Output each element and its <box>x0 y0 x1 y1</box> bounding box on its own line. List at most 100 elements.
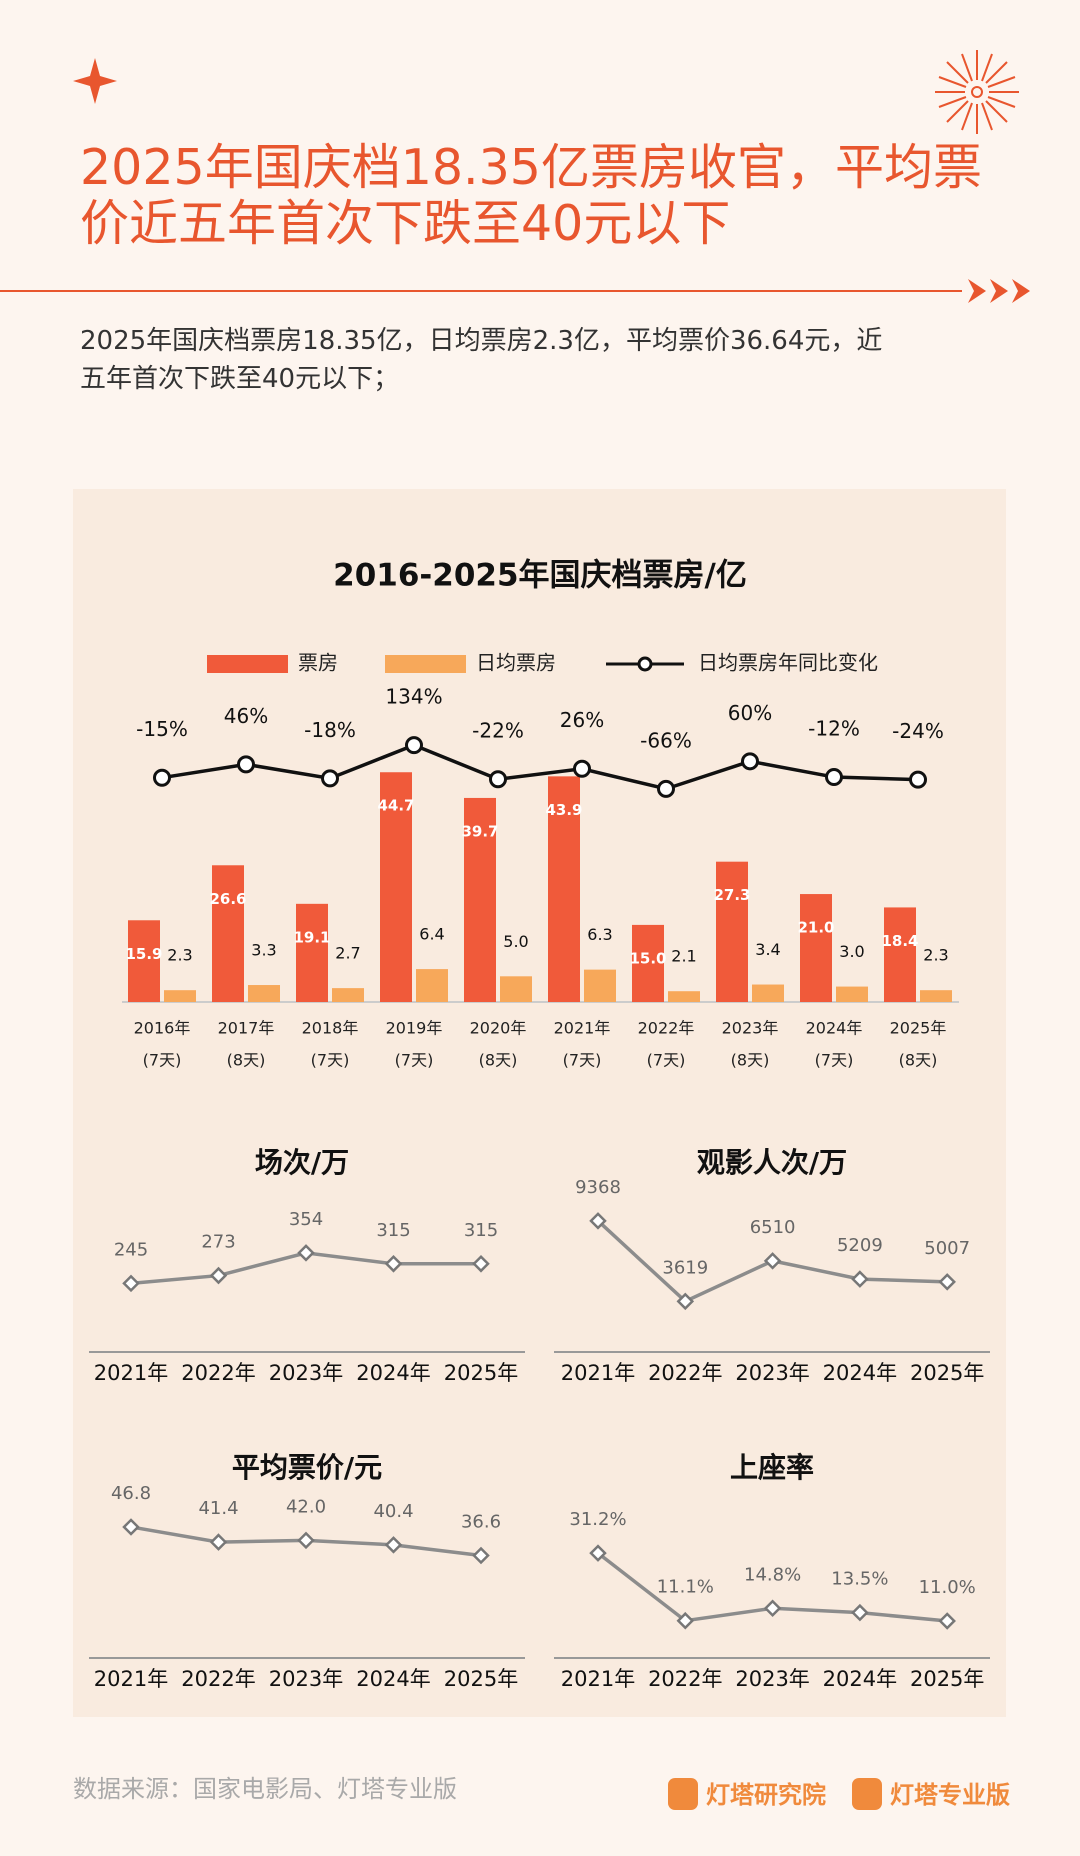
trend-line <box>161 743 919 791</box>
logo-icon <box>852 1778 882 1810</box>
bar-label: 27.3 <box>713 886 750 904</box>
bar-label: 2.1 <box>671 947 696 966</box>
point-label: 13.5% <box>831 1569 888 1590</box>
x-tick-label: 2021年 <box>561 1667 635 1691</box>
bar <box>296 903 328 1002</box>
point-label: 46.8 <box>111 1483 151 1504</box>
firework-icon <box>935 50 1019 134</box>
bar <box>128 920 160 1002</box>
star-icon <box>73 58 117 104</box>
x-tick-note: (7天) <box>563 1051 602 1070</box>
trend-point <box>657 779 675 798</box>
point-label: 14.8% <box>744 1564 801 1585</box>
point-label: 245 <box>114 1239 148 1260</box>
x-tick-label: 2020年 <box>470 1019 527 1038</box>
point-label: 40.4 <box>373 1501 413 1522</box>
bar-label: 5.0 <box>503 932 528 951</box>
point-label: 354 <box>289 1209 323 1230</box>
x-tick-label: 2023年 <box>269 1361 343 1385</box>
legend-swatch <box>385 655 466 673</box>
x-tick-label: 2024年 <box>823 1667 897 1691</box>
bar-label: 44.7 <box>377 797 414 815</box>
trend-label: -12% <box>808 717 860 741</box>
x-tick-label: 2017年 <box>218 1019 275 1038</box>
trend-point <box>405 736 423 755</box>
trend-label: -15% <box>136 717 188 741</box>
source-note: 数据来源：国家电影局、灯塔专业版 <box>73 1775 457 1803</box>
trend-point <box>741 752 759 771</box>
point-label: 3619 <box>662 1257 708 1278</box>
chart-title: 观影人次/万 <box>697 1146 847 1179</box>
x-tick-label: 2025年 <box>444 1667 518 1691</box>
x-tick-label: 2025年 <box>444 1361 518 1385</box>
brand-name: 灯塔研究院 <box>706 1781 826 1809</box>
bar <box>380 772 412 1002</box>
bar <box>920 990 952 1002</box>
x-tick-note: (7天) <box>815 1051 854 1070</box>
bar <box>212 865 244 1002</box>
chart-title: 场次/万 <box>255 1146 349 1179</box>
x-tick-label: 2025年 <box>910 1361 984 1385</box>
x-tick-label: 2024年 <box>356 1667 430 1691</box>
point-marker <box>122 1274 140 1293</box>
bar <box>464 797 496 1002</box>
x-tick-note: (8天) <box>899 1051 938 1070</box>
x-tick-label: 2023年 <box>722 1019 779 1038</box>
point-label: 11.1% <box>657 1577 714 1598</box>
point-marker <box>472 1255 490 1273</box>
point-label: 36.6 <box>461 1512 501 1533</box>
x-tick-note: (7天) <box>395 1051 434 1070</box>
point-label: 31.2% <box>569 1509 626 1530</box>
x-tick-label: 2021年 <box>94 1361 168 1385</box>
bar-label: 6.4 <box>419 925 444 944</box>
point-marker <box>297 1244 315 1262</box>
x-tick-label: 2022年 <box>648 1667 722 1691</box>
point-marker <box>851 1270 869 1288</box>
point-marker <box>297 1531 315 1550</box>
arrow-icons <box>968 279 1030 303</box>
bar <box>800 894 832 1002</box>
legend-swatch <box>207 655 288 673</box>
bar <box>584 969 616 1002</box>
point-marker <box>472 1546 490 1565</box>
point-label: 9368 <box>575 1177 621 1198</box>
point-marker <box>938 1273 956 1291</box>
trend-point <box>321 769 339 788</box>
headline-line: 2025年国庆档18.35亿票房收官，平均票 <box>80 139 982 196</box>
description: 2025年国庆档票房18.35亿，日均票房2.3亿，平均票价36.64元，近 五… <box>80 322 882 398</box>
bar <box>836 986 868 1002</box>
bar <box>248 985 280 1002</box>
bar-label: 43.9 <box>545 801 582 819</box>
x-tick-label: 2024年 <box>356 1361 430 1385</box>
point-label: 11.0% <box>919 1577 976 1598</box>
bar-label: 21.0 <box>797 919 834 937</box>
bar-label: 3.3 <box>251 941 276 960</box>
bar <box>416 969 448 1002</box>
x-tick-label: 2023年 <box>735 1361 809 1385</box>
chart-title: 平均票价/元 <box>232 1451 382 1484</box>
bar <box>884 907 916 1002</box>
point-marker <box>676 1292 695 1311</box>
trend-label: -22% <box>472 719 524 743</box>
legend-marker <box>637 656 653 672</box>
trend-label: 60% <box>728 701 772 725</box>
legend-label: 票房 <box>298 651 338 675</box>
bar-label: 2.7 <box>335 944 360 963</box>
bar-label: 3.4 <box>755 940 780 959</box>
bar-label: 15.9 <box>125 945 162 963</box>
x-tick-note: (8天) <box>479 1051 518 1070</box>
point-marker <box>676 1611 695 1630</box>
x-tick-note: (7天) <box>143 1051 182 1070</box>
bar <box>332 988 364 1002</box>
bar-label: 2.3 <box>923 946 948 965</box>
x-tick-label: 2016年 <box>134 1019 191 1038</box>
point-label: 6510 <box>750 1217 796 1238</box>
point-marker <box>209 1533 228 1551</box>
point-marker <box>851 1603 869 1622</box>
chart-title: 2016-2025年国庆档票房/亿 <box>333 558 747 594</box>
trend-point <box>825 768 843 787</box>
point-marker <box>384 1536 403 1554</box>
x-tick-label: 2022年 <box>638 1019 695 1038</box>
point-marker <box>384 1255 403 1273</box>
